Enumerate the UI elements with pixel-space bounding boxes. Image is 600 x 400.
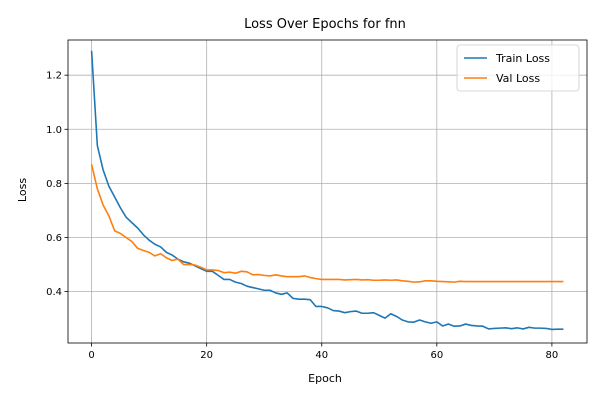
x-tick-label: 20: [200, 350, 213, 361]
legend-label-train-loss: Train Loss: [495, 52, 550, 65]
y-tick-label: 0.8: [46, 179, 62, 190]
x-tick-label: 60: [430, 350, 443, 361]
y-tick-label: 0.6: [46, 233, 62, 244]
axis-ticks: 0 20 40 60 80 0.4 0.6 0.8 1.0 1.2: [46, 71, 558, 361]
train-loss-line: [90, 50, 564, 331]
x-tick-label: 0: [88, 350, 94, 361]
legend: Train Loss Val Loss: [456, 44, 580, 92]
x-tick-label: 80: [546, 350, 559, 361]
val-loss-line: [90, 164, 564, 283]
series-layer: [90, 50, 564, 331]
legend-box: [456, 44, 580, 92]
y-axis-label: Loss: [16, 178, 29, 202]
chart-title: Loss Over Epochs for fnn: [244, 17, 406, 32]
y-tick-label: 0.4: [46, 287, 62, 298]
x-axis-label: Epoch: [308, 372, 342, 385]
y-tick-label: 1.2: [46, 71, 62, 82]
plot-frame: [67, 39, 588, 344]
legend-label-val-loss: Val Loss: [496, 72, 540, 85]
y-tick-label: 1.0: [46, 125, 62, 136]
x-tick-label: 40: [315, 350, 328, 361]
